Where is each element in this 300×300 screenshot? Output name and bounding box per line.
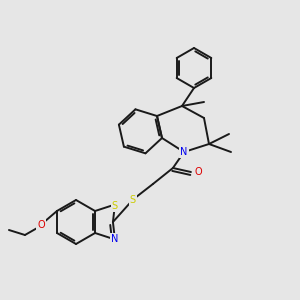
Text: N: N [180,147,188,157]
Text: S: S [112,200,118,211]
Text: N: N [111,235,118,244]
Text: O: O [194,167,202,177]
Text: O: O [37,220,45,230]
Text: S: S [130,195,136,205]
